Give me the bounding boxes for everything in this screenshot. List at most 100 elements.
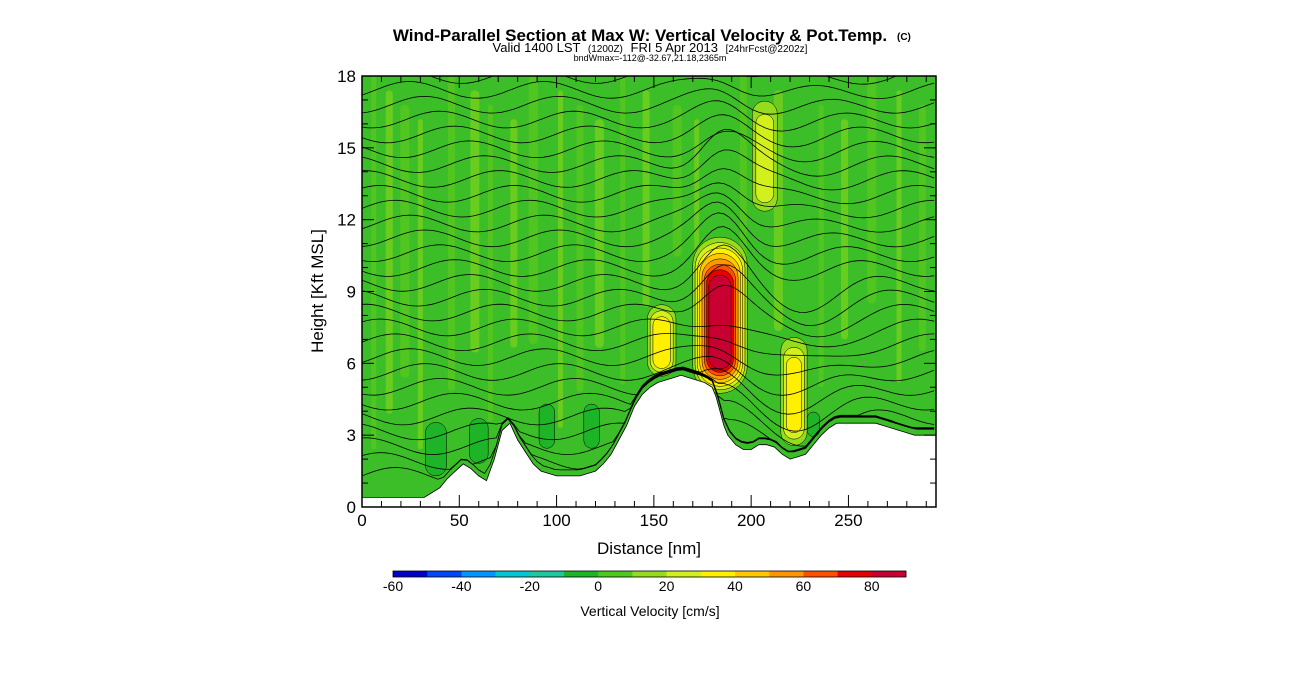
subtitle-time: Valid 1400 LST [493, 40, 581, 55]
isentrope-line [362, 212, 935, 265]
y-tick-label: 3 [347, 426, 356, 445]
colorbar-tick-label: 80 [864, 578, 880, 594]
velocity-features [425, 100, 820, 477]
y-tick-label: 12 [337, 211, 356, 230]
isentrope-line [362, 149, 935, 191]
velocity-streak [642, 90, 650, 308]
isentrope-line [362, 192, 935, 233]
y-tick-label: 6 [347, 354, 356, 373]
colorbar-tick-label: -20 [520, 578, 540, 594]
velocity-streak [818, 104, 824, 388]
chart-subtitle: Valid 1400 LST (1200Z) FRI 5 Apr 2013 [2… [493, 40, 808, 55]
colorbar-label: Vertical Velocity [cm/s] [580, 603, 719, 619]
velocity-streak [867, 76, 877, 304]
chart-title: Wind-Parallel Section at Max W: Vertical… [393, 26, 887, 45]
colorbar-frame [392, 570, 907, 578]
potential-temperature-contours [362, 76, 935, 480]
isentrope-line [362, 284, 935, 338]
colorbar-swatch [427, 571, 462, 577]
isentrope-line [362, 168, 935, 205]
colorbar-tick-label: -60 [383, 578, 403, 594]
velocity-streak [528, 76, 538, 345]
isentrope-line [362, 77, 935, 99]
isentrope-line [362, 100, 935, 132]
velocity-streak [385, 90, 393, 414]
colorbar-tick-label: 40 [727, 578, 743, 594]
x-axis: 0 50 100 150 200 250 [357, 76, 927, 530]
isentrope-line [362, 226, 935, 281]
colorbar-swatch [700, 571, 736, 577]
velocity-streak [918, 104, 926, 352]
colorbar-swatch [871, 571, 907, 577]
y-axis-label: Height [Kft MSL] [308, 229, 327, 353]
velocity-contour-band [538, 403, 555, 449]
y-tick-label: 0 [347, 498, 356, 517]
chart-subtitle-small: bndWmax=-112@-32.67,21.18,2365m [574, 53, 727, 63]
terrain-mask [362, 374, 936, 507]
colorbar-tick-label: 0 [594, 578, 602, 594]
velocity-streak [896, 90, 902, 383]
isentrope-line [362, 355, 935, 396]
isentrope-line [362, 264, 935, 327]
colorbar-swatch [461, 571, 496, 577]
velocity-streak [672, 104, 682, 257]
isentrope-line [362, 182, 935, 219]
velocity-contour-band [708, 274, 732, 370]
subtitle-date: FRI 5 Apr 2013 [631, 40, 718, 55]
isentrope-line [362, 130, 935, 163]
colorbar-swatch [769, 571, 804, 577]
velocity-streak [557, 90, 563, 428]
subtitle-forecast: [24hrFcst@2202z] [726, 44, 808, 55]
colorbar-swatch [495, 571, 531, 577]
velocity-contour-band [755, 114, 774, 203]
isentrope-line [362, 114, 935, 148]
velocity-streak [400, 104, 410, 378]
x-tick-label: 100 [542, 511, 570, 530]
colorbar-swatch [564, 571, 599, 577]
colorbar-tick-label: -40 [451, 578, 471, 594]
colorbar-swatch [803, 571, 838, 577]
colorbar-swatch [529, 571, 565, 577]
colorbar-swatch [632, 571, 667, 577]
isentrope-line [362, 345, 935, 376]
x-tick-label: 250 [834, 511, 862, 530]
subtitle-zulu: (1200Z) [588, 44, 623, 55]
velocity-streak [417, 119, 423, 450]
y-tick-label: 15 [337, 139, 356, 158]
colorbar-swatch [666, 571, 702, 577]
velocity-streak [510, 119, 518, 348]
x-axis-label: Distance [nm] [597, 539, 701, 558]
velocity-streak [371, 76, 377, 450]
velocity-streak [594, 119, 604, 348]
x-tick-label: 150 [640, 511, 668, 530]
velocity-contour-band [583, 403, 600, 449]
x-tick-label: 200 [737, 511, 765, 530]
colorbar-swatch [393, 571, 428, 577]
isentrope-line [429, 76, 898, 85]
velocity-contour-band [469, 418, 489, 464]
x-tick-label: 0 [357, 511, 366, 530]
colorbar-swatch [837, 571, 873, 577]
isentrope-line [362, 128, 935, 177]
velocity-contour-band [652, 316, 671, 369]
velocity-streak [841, 119, 849, 340]
x-tick-label: 50 [450, 511, 469, 530]
isentrope-line [362, 318, 935, 348]
y-axis: 0 3 6 9 12 15 18 [337, 67, 936, 517]
velocity-streaks [371, 76, 926, 450]
plot-area [362, 76, 936, 507]
isentrope-line [362, 88, 935, 115]
velocity-contour-band [425, 422, 447, 477]
colorbar: -60 -40 -20 0 20 40 60 80 [383, 570, 907, 594]
velocity-streak [448, 76, 456, 391]
velocity-streak [487, 104, 493, 422]
colorbar-swatch [735, 571, 770, 577]
colorbar-tick-label: 20 [659, 578, 675, 594]
isentrope-line [362, 244, 935, 313]
isentrope-line [362, 366, 935, 415]
isentrope-line [362, 333, 935, 357]
y-tick-label: 9 [347, 283, 356, 302]
colorbar-tick-label: 60 [796, 578, 812, 594]
title-mark: (C) [897, 32, 911, 43]
